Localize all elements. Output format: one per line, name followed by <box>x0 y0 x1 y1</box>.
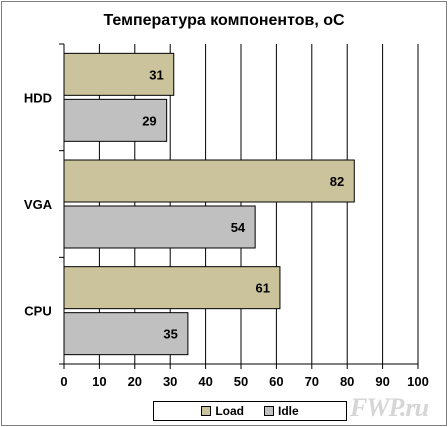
x-tick-label-50: 50 <box>234 374 248 389</box>
category-label-vga: VGA <box>24 197 53 212</box>
data-label-vga-load: 82 <box>330 174 344 189</box>
labels: 0 10 20 30 40 50 60 70 80 90 100 31 29 HDD 82 54 VGA 61 35… <box>24 67 429 389</box>
bar-cpu-load <box>63 266 281 310</box>
x-tick-label-90: 90 <box>375 374 389 389</box>
category-label-hdd: HDD <box>24 90 52 105</box>
watermark-logo: FWP.ru <box>350 393 429 422</box>
bar-hdd-load <box>63 52 175 96</box>
x-tick-label-30: 30 <box>163 374 177 389</box>
legend-item-idle: Idle <box>264 404 299 418</box>
x-tick-label-40: 40 <box>198 374 212 389</box>
data-label-hdd-load: 31 <box>149 67 163 82</box>
chart-title: Температура компонентов, оС <box>103 12 345 29</box>
x-tick-label-60: 60 <box>269 374 283 389</box>
legend-label-load: Load <box>215 404 244 418</box>
data-label-vga-idle: 54 <box>231 220 246 235</box>
bar-cpu-idle <box>63 312 189 356</box>
bar-vga-idle <box>63 205 256 249</box>
data-label-hdd-idle: 29 <box>142 113 156 128</box>
bar-vga-load <box>63 159 355 203</box>
legend-swatch-load <box>201 406 212 416</box>
x-tick-label-100: 100 <box>407 374 429 389</box>
axes <box>59 43 419 369</box>
data-label-cpu-load: 61 <box>255 281 269 296</box>
legend-label-idle: Idle <box>278 404 299 418</box>
x-tick-label-10: 10 <box>92 374 106 389</box>
legend-swatch-idle <box>264 406 274 416</box>
x-tick-label-70: 70 <box>305 374 319 389</box>
legend: Load Idle <box>153 401 347 421</box>
gridlines <box>98 44 419 364</box>
category-label-cpu: CPU <box>24 304 51 319</box>
bars <box>63 52 355 356</box>
bar-hdd-idle <box>63 98 168 142</box>
x-tick-label-0: 0 <box>60 374 67 389</box>
x-tick-label-80: 80 <box>340 374 354 389</box>
data-label-cpu-idle: 35 <box>163 327 177 342</box>
x-tick-label-20: 20 <box>128 374 142 389</box>
legend-item-load: Load <box>201 404 244 418</box>
